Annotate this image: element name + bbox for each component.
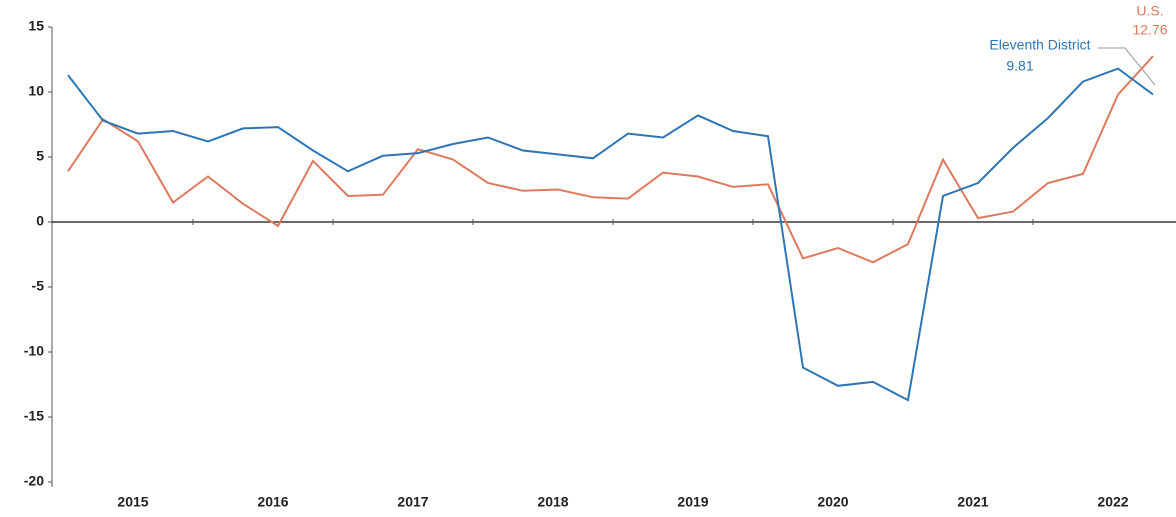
x-tick-label: 2015 — [117, 494, 148, 510]
y-tick-label: 10 — [28, 83, 44, 99]
y-tick-label: 5 — [36, 148, 44, 164]
y-tick-label: 15 — [28, 18, 44, 34]
x-tick-label: 2021 — [957, 494, 988, 510]
x-tick-label: 2020 — [817, 494, 848, 510]
x-tick-label: 2022 — [1097, 494, 1128, 510]
y-tick-label: -10 — [24, 343, 44, 359]
x-tick-label: 2019 — [677, 494, 708, 510]
x-tick-label: 2016 — [257, 494, 288, 510]
annotation: 12.76 — [1132, 22, 1167, 38]
leader-line — [1124, 47, 1156, 86]
series-line — [67, 67, 1154, 402]
annotation: 9.81 — [1006, 58, 1033, 74]
series-line — [67, 55, 1154, 264]
y-tick-label: -20 — [24, 473, 44, 489]
y-tick-label: -5 — [32, 278, 45, 294]
annotation: U.S. — [1136, 3, 1163, 19]
x-tick-label: 2018 — [537, 494, 568, 510]
y-tick-label: 0 — [36, 213, 44, 229]
x-tick-label: 2017 — [397, 494, 428, 510]
y-tick-label: -15 — [24, 408, 44, 424]
annotation: Eleventh District — [989, 37, 1090, 53]
